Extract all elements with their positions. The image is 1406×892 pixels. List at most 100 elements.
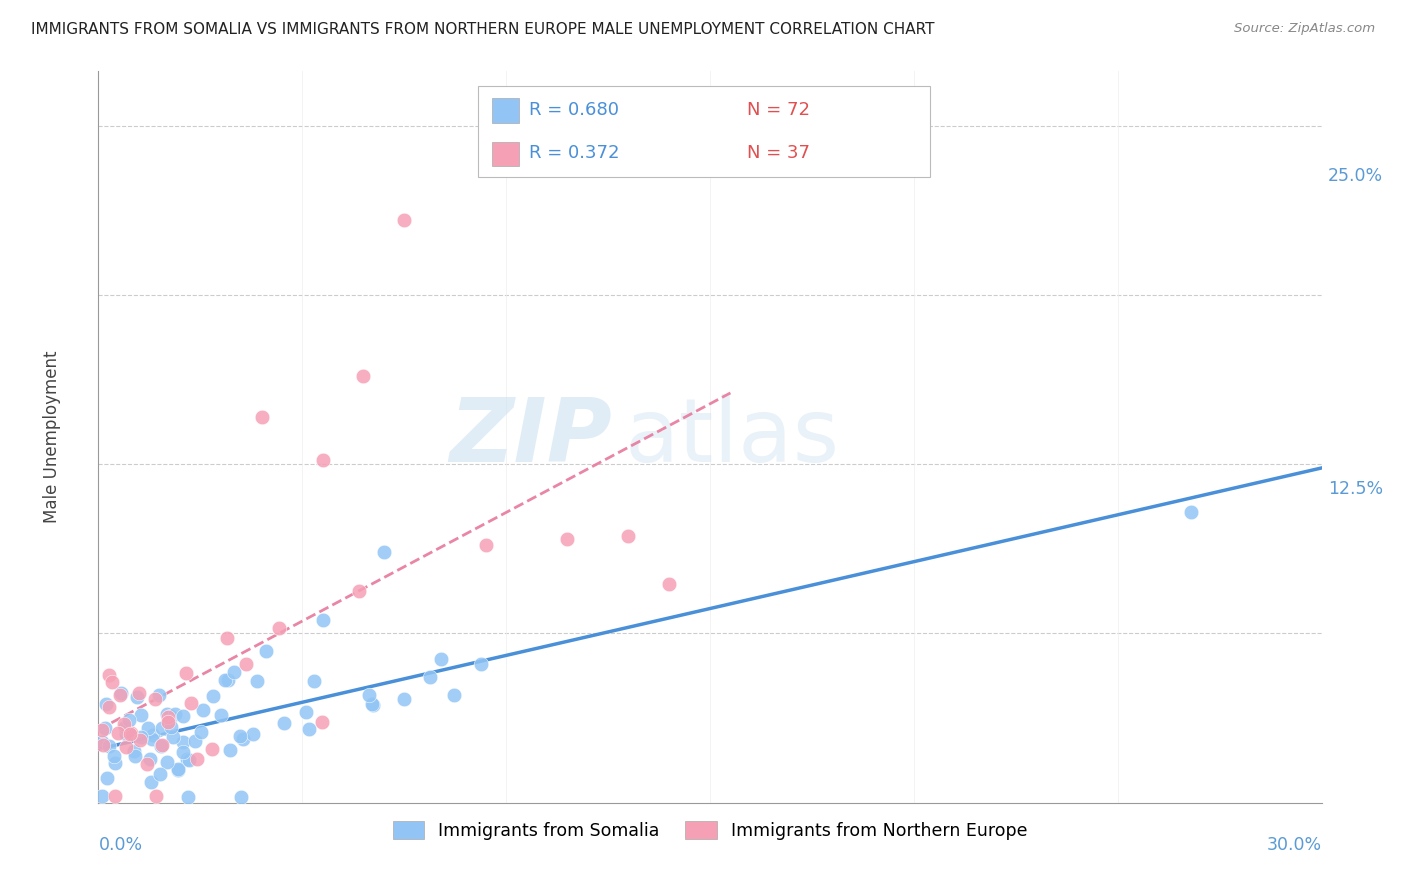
Point: [148, 688, 170, 702]
Point: [96, 772, 118, 786]
Point: [176, 752, 198, 766]
Text: R = 0.680: R = 0.680: [529, 101, 619, 120]
Point: [104, 756, 127, 771]
Text: R = 0.372: R = 0.372: [529, 145, 620, 162]
Point: [122, 744, 145, 758]
Point: [392, 691, 415, 706]
Point: [419, 670, 441, 684]
Point: [312, 613, 335, 627]
Point: [129, 732, 152, 747]
Text: ZIP: ZIP: [450, 393, 612, 481]
Point: [215, 631, 238, 645]
Point: [120, 726, 142, 740]
Point: [110, 686, 132, 700]
Point: [217, 673, 239, 688]
Point: [214, 673, 236, 687]
Point: [172, 735, 194, 749]
Point: [143, 691, 166, 706]
Point: [108, 688, 131, 702]
FancyBboxPatch shape: [492, 98, 519, 122]
Point: [145, 789, 167, 803]
Point: [242, 727, 264, 741]
Point: [104, 789, 127, 803]
Point: [235, 657, 257, 671]
Point: [250, 409, 273, 424]
Point: [166, 763, 188, 777]
FancyBboxPatch shape: [492, 142, 519, 166]
Point: [150, 721, 173, 735]
Point: [131, 707, 153, 722]
Point: [273, 716, 295, 731]
Point: [149, 767, 172, 781]
Point: [179, 753, 201, 767]
Point: [156, 707, 179, 722]
Point: [295, 706, 318, 720]
Point: [231, 790, 253, 805]
Point: [202, 689, 225, 703]
Point: [254, 644, 277, 658]
Point: [91, 789, 114, 803]
Point: [98, 700, 121, 714]
Point: [103, 749, 125, 764]
Point: [357, 688, 380, 702]
Point: [91, 735, 114, 749]
Point: [117, 723, 139, 738]
Text: N = 72: N = 72: [747, 101, 810, 120]
Point: [361, 698, 384, 712]
Text: atlas: atlas: [624, 393, 839, 481]
Point: [114, 721, 136, 735]
Text: 30.0%: 30.0%: [1267, 836, 1322, 854]
Text: 12.5%: 12.5%: [1327, 480, 1384, 499]
Point: [172, 746, 194, 760]
Point: [232, 732, 254, 747]
FancyBboxPatch shape: [478, 86, 931, 178]
Point: [141, 732, 163, 747]
Point: [139, 752, 162, 766]
Point: [127, 690, 149, 704]
Text: N = 37: N = 37: [747, 145, 810, 162]
Point: [136, 722, 159, 736]
Point: [112, 717, 135, 731]
Point: [617, 529, 640, 543]
Point: [150, 739, 173, 753]
Point: [373, 545, 395, 559]
Point: [184, 734, 207, 748]
Point: [172, 709, 194, 723]
Point: [120, 727, 142, 741]
Point: [218, 743, 240, 757]
Point: [555, 532, 579, 546]
Point: [136, 757, 159, 772]
Point: [91, 738, 114, 752]
Text: 25.0%: 25.0%: [1327, 167, 1384, 185]
Point: [470, 657, 492, 672]
Point: [150, 738, 173, 752]
Point: [228, 729, 250, 743]
Point: [165, 707, 187, 722]
Point: [246, 673, 269, 688]
Point: [429, 652, 451, 666]
Text: Male Unemployment: Male Unemployment: [44, 351, 60, 524]
Point: [312, 453, 335, 467]
Point: [141, 775, 163, 789]
Point: [190, 725, 212, 739]
Point: [156, 714, 179, 729]
Point: [142, 728, 165, 742]
Point: [118, 713, 141, 727]
Point: [186, 752, 208, 766]
Legend: Immigrants from Somalia, Immigrants from Northern Europe: Immigrants from Somalia, Immigrants from…: [387, 814, 1033, 847]
Point: [93, 722, 115, 736]
Point: [166, 762, 188, 776]
Point: [91, 723, 114, 737]
Point: [96, 698, 118, 712]
Point: [156, 755, 179, 769]
Point: [159, 708, 181, 723]
Point: [209, 707, 232, 722]
Point: [177, 790, 200, 805]
Point: [115, 740, 138, 755]
Point: [361, 698, 384, 712]
Point: [1180, 505, 1202, 519]
Point: [311, 714, 333, 729]
Point: [107, 726, 129, 740]
Point: [180, 696, 202, 710]
Text: 0.0%: 0.0%: [98, 836, 142, 854]
